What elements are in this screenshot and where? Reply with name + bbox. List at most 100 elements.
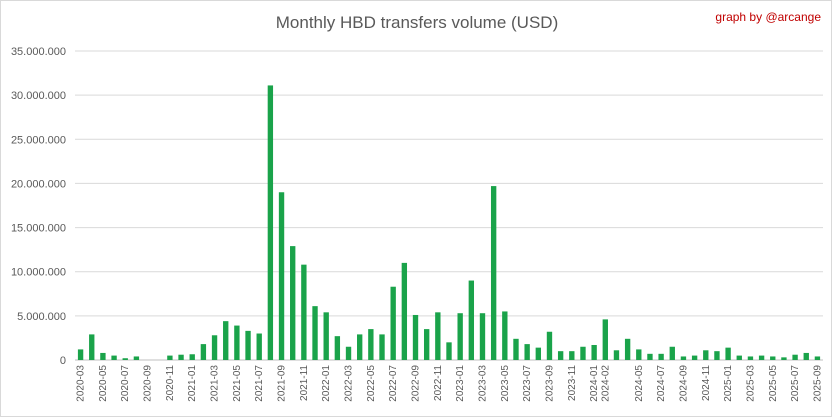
x-tick-label: 2022-01	[321, 365, 332, 402]
bar	[814, 356, 821, 360]
bar	[301, 264, 307, 360]
bar	[412, 314, 419, 360]
bar	[714, 351, 720, 360]
bar	[636, 349, 642, 360]
x-tick-label: 2025-03	[745, 365, 756, 402]
y-tick-label: 35.000.000	[11, 46, 66, 58]
bar	[200, 344, 207, 360]
x-tick-label: 2022-09	[411, 365, 422, 402]
bar	[479, 313, 486, 360]
bar	[647, 353, 653, 360]
bar	[691, 355, 698, 360]
y-tick-label: 0	[60, 355, 66, 367]
bar	[758, 355, 765, 360]
y-tick-label: 30.000.000	[11, 90, 66, 102]
bar	[256, 333, 262, 360]
bar	[133, 356, 140, 360]
bar	[490, 186, 497, 360]
bar	[189, 354, 195, 360]
x-tick-label: 2023-09	[544, 365, 555, 402]
bar	[580, 346, 586, 360]
x-tick-label: 2024-07	[656, 365, 667, 402]
x-tick-label: 2020-05	[98, 365, 109, 402]
bar	[792, 354, 798, 360]
bar	[658, 353, 664, 360]
bar	[357, 334, 363, 360]
bar	[435, 312, 441, 360]
x-tick-label: 2022-07	[388, 365, 399, 402]
bar	[524, 344, 530, 360]
x-tick-label: 2023-05	[500, 365, 511, 402]
x-tick-label: 2025-07	[790, 365, 801, 402]
x-tick-label: 2021-09	[277, 365, 288, 402]
bar	[122, 358, 128, 360]
y-tick-label: 10.000.000	[11, 267, 66, 279]
bar	[390, 286, 396, 360]
x-tick-label: 2023-11	[567, 365, 578, 401]
bar	[368, 329, 374, 360]
bar	[111, 355, 117, 360]
bar	[725, 347, 731, 360]
bar	[557, 351, 564, 360]
bar	[89, 334, 95, 360]
bar	[502, 311, 508, 360]
bar	[77, 349, 84, 360]
bar	[680, 356, 687, 360]
bar	[278, 192, 285, 360]
chart-title: Monthly HBD transfers volume (USD)	[275, 13, 559, 32]
x-tick-label: 2025-09	[812, 365, 823, 402]
bar	[423, 329, 430, 360]
x-tick-label: 2021-05	[232, 365, 243, 402]
bar	[513, 338, 519, 360]
bar	[379, 334, 385, 360]
bar	[591, 344, 597, 360]
bar	[334, 336, 341, 360]
bar	[267, 85, 274, 360]
x-tick-label: 2024-02	[600, 365, 611, 402]
bar	[669, 346, 675, 360]
chart-credit: graph by @arcange	[715, 10, 821, 24]
y-tick-label: 15.000.000	[11, 223, 66, 235]
bar	[546, 331, 553, 360]
bar	[223, 321, 229, 360]
bar	[345, 346, 352, 360]
bar	[736, 355, 742, 360]
x-tick-label: 2023-01	[455, 365, 466, 402]
x-tick-label: 2021-03	[210, 365, 221, 402]
bar	[290, 246, 296, 360]
x-tick-label: 2022-11	[433, 365, 444, 401]
bar	[747, 356, 754, 360]
x-tick-label: 2023-07	[522, 365, 533, 402]
x-tick-label: 2025-01	[723, 365, 734, 402]
x-tick-label: 2020-07	[120, 365, 131, 402]
bar	[167, 355, 173, 360]
x-tick-label: 2020-09	[143, 365, 154, 402]
x-tick-label: 2021-11	[299, 365, 310, 401]
x-tick-label: 2023-03	[477, 365, 488, 402]
bar	[234, 325, 240, 360]
bar	[446, 342, 452, 360]
x-tick-label: 2021-01	[187, 365, 198, 402]
bar	[245, 330, 251, 360]
bar	[613, 350, 620, 360]
x-tick-label: 2020-11	[165, 365, 176, 401]
bar	[401, 262, 408, 360]
y-tick-label: 25.000.000	[11, 134, 66, 146]
bar	[624, 338, 631, 360]
bar	[803, 352, 809, 360]
y-tick-label: 5.000.000	[17, 311, 66, 323]
bar	[535, 347, 541, 360]
x-tick-label: 2021-07	[254, 365, 265, 402]
x-tick-label: 2022-03	[344, 365, 355, 402]
bar	[100, 352, 106, 360]
x-tick-label: 2024-05	[634, 365, 645, 402]
x-tick-label: 2020-03	[76, 365, 87, 402]
bar	[323, 312, 329, 360]
x-tick-label: 2022-05	[366, 365, 377, 402]
bar	[178, 354, 184, 360]
bar	[457, 313, 463, 360]
x-tick-label: 2024-09	[678, 365, 689, 402]
bar	[211, 335, 218, 360]
